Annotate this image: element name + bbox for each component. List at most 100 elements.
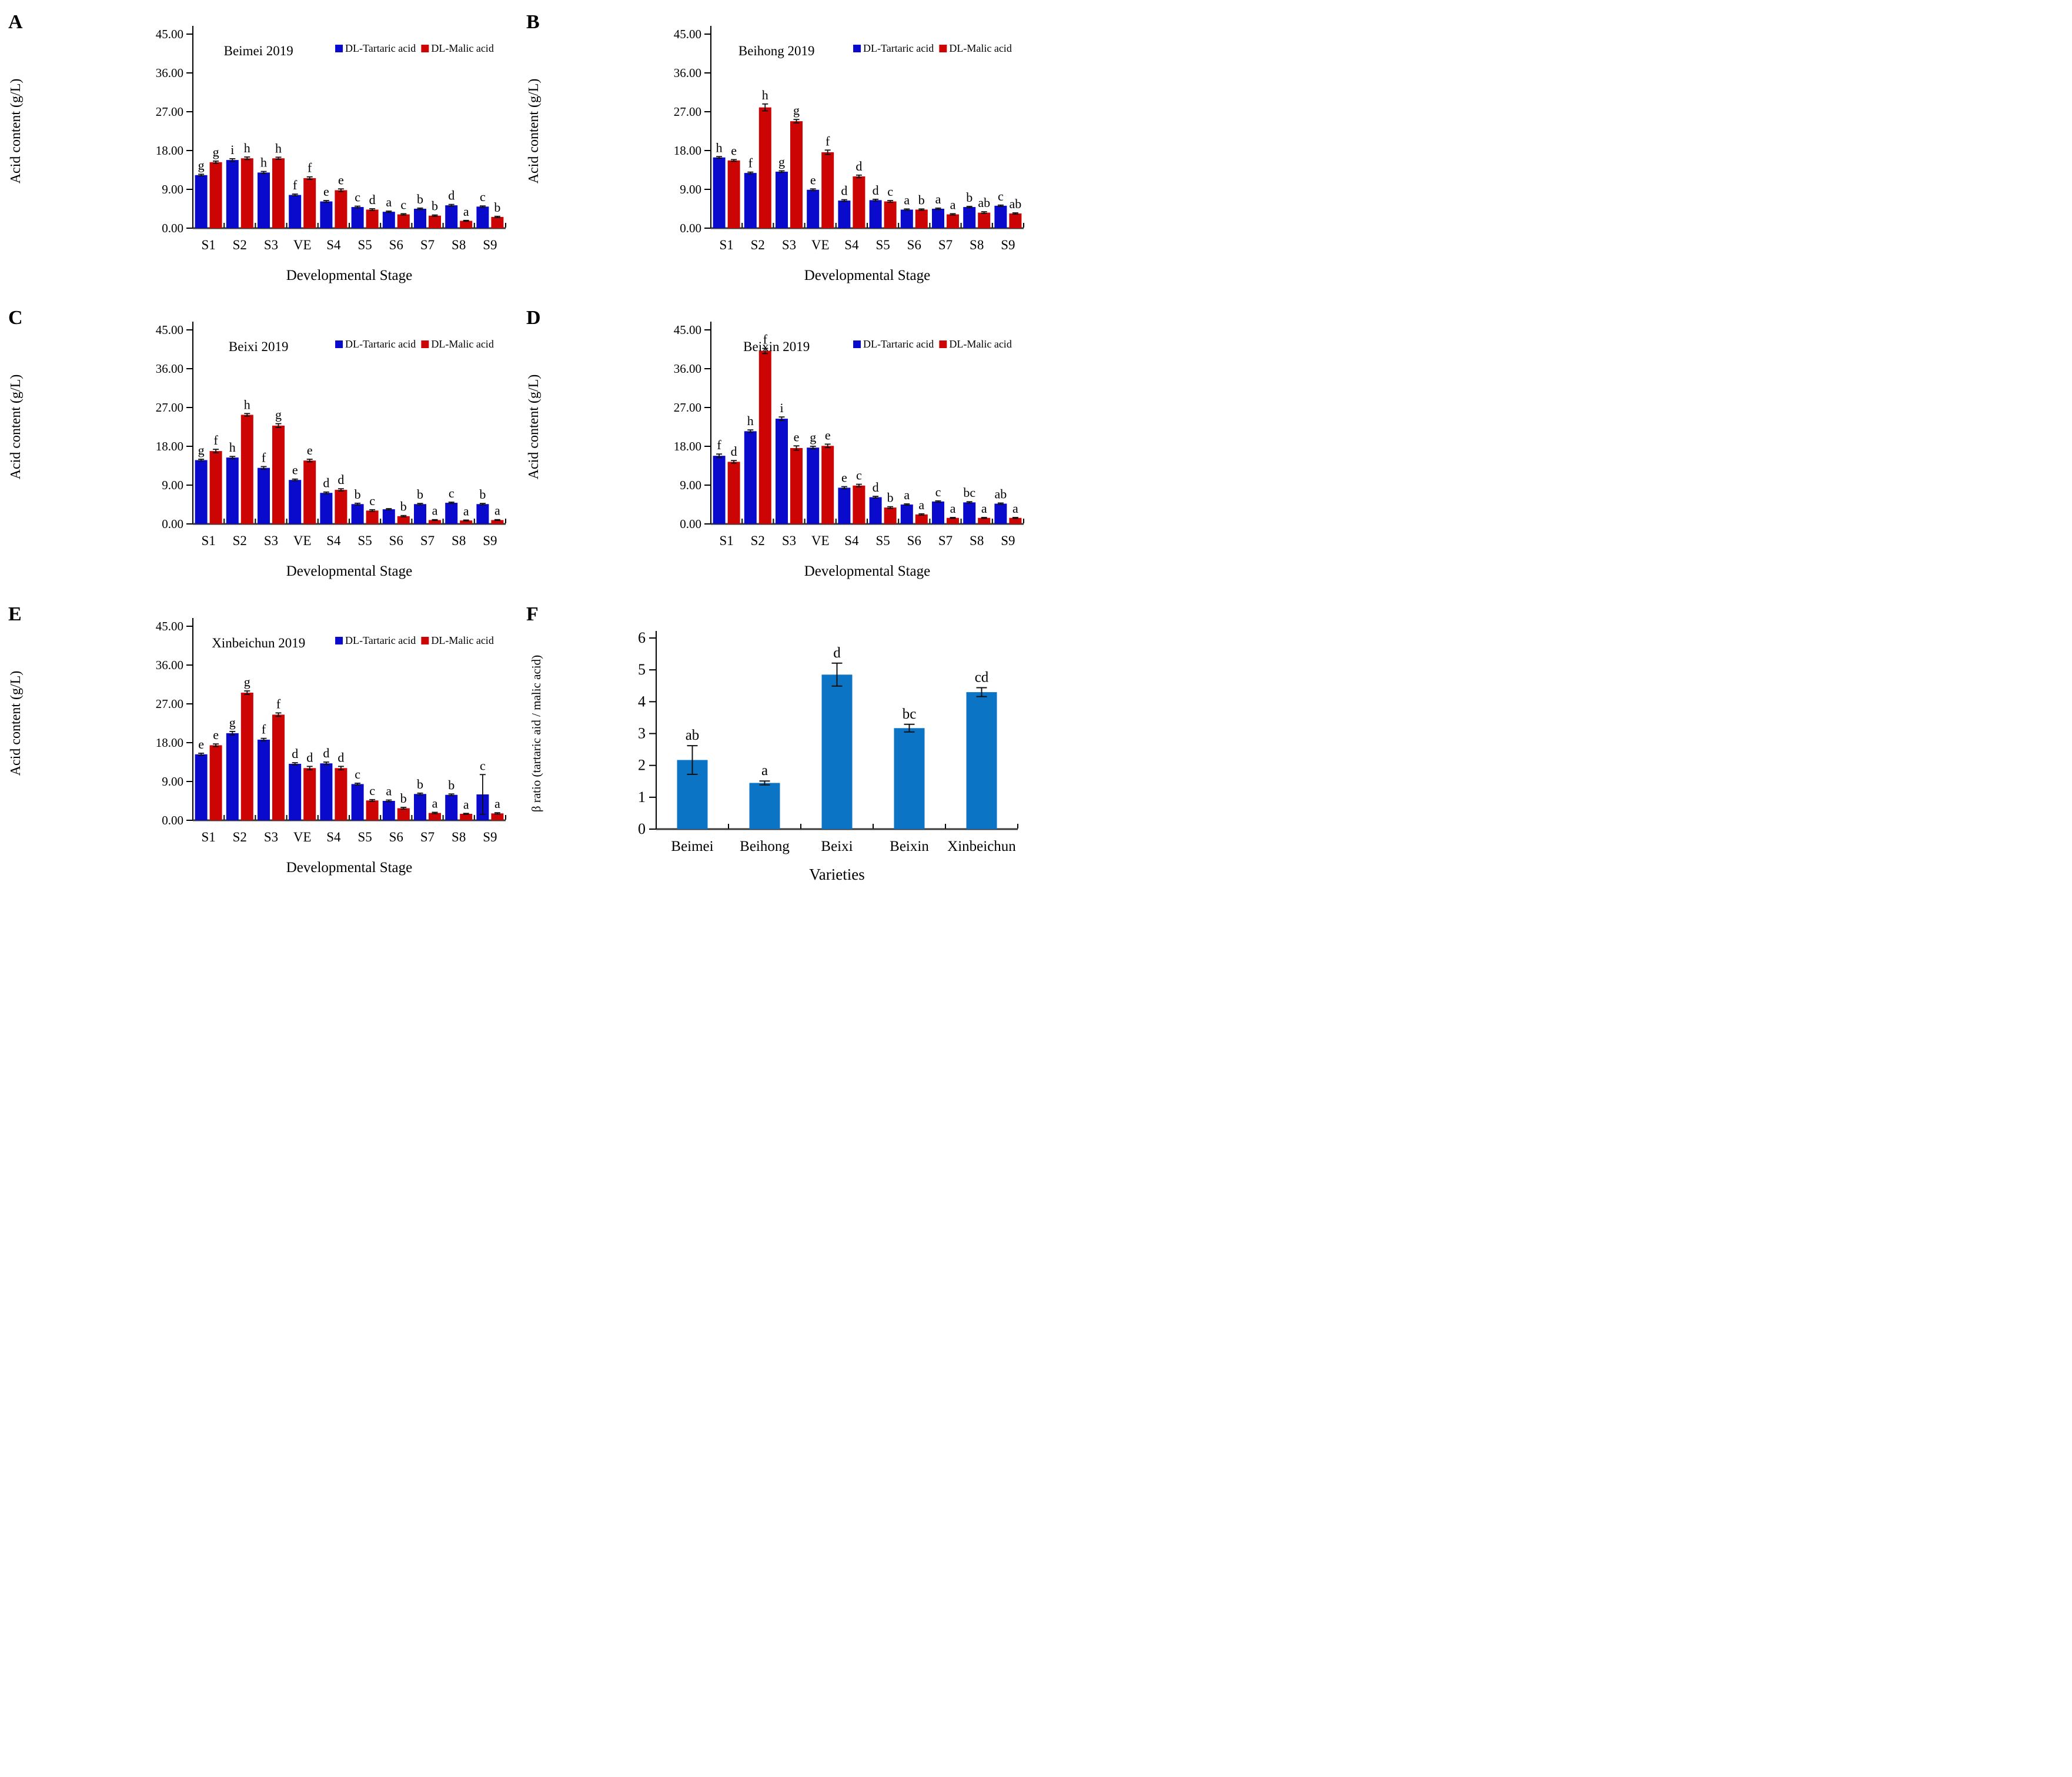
chart-beixi-2019: C Acid content (g/L) 45.00 36.00 27.00 18.00 9…	[8, 307, 506, 579]
bar-malic-S9	[491, 520, 504, 524]
x-category-label: S5	[875, 533, 890, 548]
bar-malic-S6	[397, 808, 410, 820]
y-tick-label: 9.00	[162, 182, 183, 196]
x-category-label: S1	[201, 830, 215, 844]
legend-swatch-tartaric	[335, 45, 343, 52]
x-category-label: S9	[483, 830, 497, 844]
legend-label-malic: DL-Malic acid	[431, 42, 493, 54]
sig-letter: g	[198, 158, 205, 172]
x-category-label: S2	[233, 238, 247, 252]
bar-tartaric-S7	[414, 209, 426, 228]
x-category-label: Beixi	[821, 839, 853, 854]
x-category-label: S9	[1001, 533, 1015, 548]
bar-malic-S7	[947, 517, 959, 524]
y-tick-label: 36.00	[674, 362, 701, 376]
bar-malic-S5	[366, 800, 379, 820]
sig-letter: g	[244, 674, 250, 689]
x-category-label: VE	[811, 533, 830, 548]
sig-letter: f	[308, 161, 312, 175]
panel-C: C Acid content (g/L) 45.00 36.00 27.00 18.00 9…	[0, 296, 518, 592]
x-category-label: S4	[844, 238, 859, 252]
sig-letter: f	[748, 156, 753, 171]
legend-label-malic: DL-Malic acid	[949, 338, 1011, 350]
y-tick-label: 9.00	[680, 478, 701, 492]
bar-malic-S7	[947, 214, 959, 228]
y-tick-label: 0	[638, 820, 646, 837]
x-category-label: S5	[357, 238, 372, 252]
x-category-label: S8	[452, 533, 466, 548]
x-category-label: S4	[326, 533, 341, 548]
x-category-label: S6	[389, 830, 403, 844]
x-category-label: VE	[293, 238, 312, 252]
bar-Beixi	[821, 674, 853, 829]
chart-title: Beixi 2019	[229, 339, 289, 354]
bar-tartaric-S6	[382, 509, 395, 524]
sig-letter: a	[981, 501, 987, 516]
bar-malic-S4	[335, 490, 347, 524]
sig-letter: d	[369, 192, 376, 207]
x-category-label: VE	[293, 830, 312, 844]
y-tick-label: 36.00	[674, 66, 701, 80]
sig-letter: d	[337, 472, 344, 487]
legend-swatch-malic	[939, 45, 947, 52]
bar-tartaric-S6	[382, 212, 395, 228]
x-category-label: S5	[357, 533, 372, 548]
x-category-label: S4	[844, 533, 859, 548]
sig-letter: g	[810, 430, 816, 445]
bar-tartaric-VE	[807, 189, 820, 228]
legend-label-malic: DL-Malic acid	[949, 42, 1011, 54]
sig-letter: e	[794, 429, 800, 444]
bar-tartaric-S3	[776, 419, 788, 524]
sig-letter: e	[213, 727, 219, 742]
y-tick-label: 27.00	[674, 400, 701, 415]
x-category-label: S3	[782, 238, 796, 252]
sig-letter: i	[230, 142, 234, 157]
bar-malic-S6	[397, 516, 410, 524]
panel-letter: E	[8, 603, 22, 625]
y-tick-label: 36.00	[156, 66, 183, 80]
y-tick-label: 4	[638, 693, 646, 710]
y-tick-label: 0.00	[680, 221, 701, 235]
sig-letter: b	[432, 199, 438, 213]
legend-swatch-malic	[421, 637, 429, 644]
sig-letter: h	[275, 141, 282, 155]
bar-malic-S1	[727, 160, 740, 228]
chart-beta-ratio: Fβ ratio (tartaric aid / malic acid) 6 5 4 3…	[526, 603, 1018, 883]
x-category-label: S3	[782, 533, 796, 548]
sig-letter: a	[950, 197, 956, 212]
sig-letter: a	[463, 503, 469, 518]
panel-letter: A	[8, 11, 23, 33]
bar-malic-S7	[429, 520, 441, 524]
x-category-label: S4	[326, 238, 341, 252]
x-category-label: S8	[970, 238, 984, 252]
y-tick-label: 5	[638, 661, 646, 678]
bar-tartaric-S1	[713, 456, 726, 524]
sig-letter: c	[998, 189, 1004, 203]
sig-letter: h	[716, 140, 723, 155]
bar-tartaric-S7	[932, 501, 944, 524]
bar-tartaric-S5	[351, 207, 364, 228]
sig-letter: g	[778, 154, 785, 169]
bar-malic-S1	[209, 745, 222, 820]
x-category-label: S7	[938, 238, 953, 252]
y-tick-label: 3	[638, 725, 646, 742]
y-tick-label: 2	[638, 757, 646, 774]
sig-letter: b	[966, 190, 972, 205]
sig-letter: e	[825, 427, 831, 442]
legend-swatch-malic	[421, 340, 429, 348]
sig-letter: f	[276, 696, 281, 711]
y-axis-title: Acid content (g/L)	[8, 671, 24, 776]
sig-letter: c	[449, 486, 454, 500]
bar-malic-S8	[460, 221, 473, 228]
sig-letter: g	[793, 103, 800, 118]
bar-tartaric-S2	[226, 457, 239, 524]
bar-malic-S7	[429, 813, 441, 820]
legend-label-tartaric: DL-Tartaric acid	[345, 634, 416, 646]
legend-swatch-tartaric	[335, 340, 343, 348]
x-axis-title: Developmental Stage	[286, 860, 413, 876]
y-tick-label: 36.00	[156, 362, 183, 376]
bar-tartaric-S2	[226, 160, 239, 228]
sig-letter: a	[904, 192, 910, 207]
bar-tartaric-VE	[289, 763, 302, 820]
bar-Xinbeichun	[966, 692, 997, 829]
